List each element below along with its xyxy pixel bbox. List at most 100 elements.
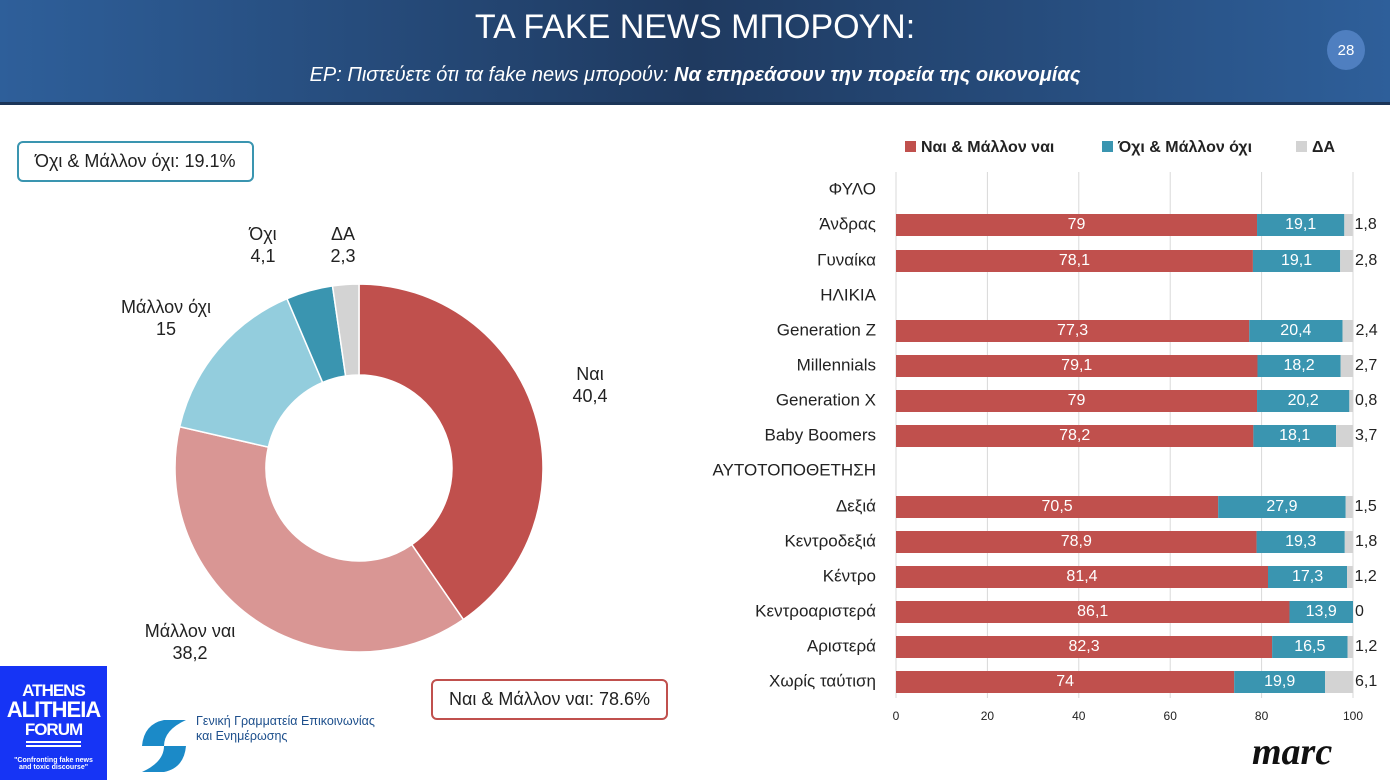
- donut-label-text: ΔΑ: [330, 224, 356, 244]
- bar-segment: [1347, 636, 1353, 658]
- bar-value-label: 18,1: [1279, 427, 1310, 444]
- bar-segment: [896, 355, 1258, 377]
- x-tick-label: 60: [1164, 709, 1178, 723]
- gov-secretariat-text: Γενική Γραμματεία Επικοινωνίας και Ενημέρ…: [196, 714, 375, 744]
- bar-value-label: 78,2: [1059, 427, 1090, 444]
- row-label: Άνδρας: [819, 214, 876, 233]
- bar-value-label: 74: [1056, 673, 1074, 690]
- bar-value-label: 78,1: [1059, 252, 1090, 269]
- bar-segment: [1257, 214, 1345, 236]
- bar-value-label: 16,5: [1294, 638, 1325, 655]
- donut-label-text: 2,3: [330, 246, 356, 266]
- gov-line2: και Ενημέρωσης: [196, 729, 288, 743]
- bar-segment: [1344, 531, 1353, 553]
- bar-segment: [896, 250, 1253, 272]
- gov-secretariat-logo-icon: [142, 720, 186, 772]
- row-label: Δεξιά: [836, 496, 876, 515]
- group-header: ΑΥΤΟΤΟΠΟΘΕΤΗΣΗ: [712, 460, 876, 479]
- bar-segment: [896, 320, 1250, 342]
- donut-label-text: Όχι: [249, 224, 277, 244]
- bar-value-label: 19,9: [1264, 673, 1295, 690]
- bar-segment: [1347, 566, 1353, 588]
- group-header: ΦΥΛΟ: [829, 179, 876, 198]
- athens-alitheia-forum-logo: ATHENS ALITHEIA FORUM "Confronting fake ne…: [0, 666, 107, 780]
- bar-segment: [1218, 496, 1346, 518]
- bar-segment: [1349, 390, 1353, 412]
- group-header: ΗΛΙΚΙΑ: [820, 285, 876, 304]
- page-number: 28: [1327, 30, 1365, 70]
- bar-segment: [1345, 496, 1353, 518]
- bar-value-label: 1,2: [1355, 638, 1377, 655]
- row-label: Αριστερά: [807, 636, 876, 655]
- bar-value-label: 81,4: [1066, 568, 1097, 585]
- donut-slice-0: [358, 283, 544, 621]
- bar-value-label: 18,2: [1284, 357, 1315, 374]
- bar-segment: [1253, 425, 1337, 447]
- x-tick-label: 20: [981, 709, 995, 723]
- no-summary-box: Όχι & Μάλλον όχι: 19.1%: [17, 141, 254, 182]
- subtitle-prefix: ΕΡ: Πιστεύετε ότι τα fake news μπορούν:: [309, 64, 675, 86]
- question-subtitle: ΕΡ: Πιστεύετε ότι τα fake news μπορούν: …: [0, 64, 1390, 87]
- bar-value-label: 77,3: [1057, 322, 1088, 339]
- x-tick-label: 40: [1072, 709, 1086, 723]
- bar-value-label: 79,1: [1061, 357, 1092, 374]
- donut-label-text: Μάλλον ναι: [144, 621, 236, 641]
- subtitle-bold: Να επηρεάσουν την πορεία της οικονομίας: [674, 64, 1081, 86]
- row-label: Κεντροδεξιά: [784, 531, 876, 550]
- legend-label: Όχι & Μάλλον όχι: [1117, 139, 1252, 156]
- bar-value-label: 0: [1355, 603, 1364, 620]
- bar-value-label: 70,5: [1042, 498, 1073, 515]
- bar-segment: [1340, 250, 1353, 272]
- bar-segment: [1342, 320, 1354, 342]
- legend-label: Ναι & Μάλλον ναι: [921, 139, 1054, 156]
- donut-label: ΔΑ 2,3: [283, 223, 403, 267]
- bar-value-label: 2,4: [1355, 322, 1377, 339]
- x-tick-label: 80: [1255, 709, 1269, 723]
- bar-value-label: 1,2: [1355, 568, 1377, 585]
- donut-label: Όχι 4,1: [203, 223, 323, 267]
- donut-label-text: Μάλλον όχι: [120, 297, 212, 317]
- legend-swatch: [1102, 141, 1113, 152]
- donut-label-text: 4,1: [250, 246, 276, 266]
- bar-value-label: 86,1: [1077, 603, 1108, 620]
- bar-segment: [896, 425, 1254, 447]
- gov-line1: Γενική Γραμματεία Επικοινωνίας: [196, 714, 375, 728]
- donut-label-text: 40,4: [572, 386, 608, 406]
- row-label: Γυναίκα: [817, 250, 876, 269]
- bar-segment: [1256, 531, 1345, 553]
- bar-segment: [1249, 320, 1343, 342]
- donut-label: Μάλλον ναι 38,2: [130, 620, 250, 664]
- legend-swatch: [905, 141, 916, 152]
- row-label: Κεντροαριστερά: [755, 601, 876, 620]
- donut-label: Ναι 40,4: [530, 363, 650, 407]
- bar-segment: [1257, 355, 1341, 377]
- row-label: Generation Z: [777, 320, 876, 339]
- row-label: Millennials: [797, 355, 876, 374]
- bar-value-label: 19,1: [1281, 252, 1312, 269]
- row-label: Κέντρο: [823, 566, 876, 585]
- bar-value-label: 1,5: [1355, 498, 1377, 515]
- donut-label-text: 15: [155, 319, 177, 339]
- row-label: Generation X: [776, 390, 876, 409]
- bar-segment: [1340, 355, 1353, 377]
- donut-label-text: 38,2: [172, 643, 208, 663]
- bar-value-label: 3,7: [1355, 427, 1377, 444]
- donut-slice-1: [174, 425, 465, 653]
- bar-value-label: 79: [1068, 392, 1086, 409]
- bar-segment: [896, 636, 1273, 658]
- bar-value-label: 79: [1068, 216, 1086, 233]
- header: ΤΑ FAKE NEWS ΜΠΟΡΟΥΝ: ΕΡ: Πιστεύετε ότι …: [0, 0, 1390, 105]
- bar-segment: [896, 214, 1258, 236]
- bar-segment: [896, 601, 1290, 623]
- bar-segment: [1267, 566, 1348, 588]
- bar-segment: [896, 531, 1257, 553]
- bar-value-label: 19,1: [1285, 216, 1316, 233]
- bar-segment: [1257, 390, 1350, 412]
- bar-segment: [1336, 425, 1353, 447]
- page-title: ΤΑ FAKE NEWS ΜΠΟΡΟΥΝ:: [474, 8, 916, 46]
- yes-summary-box: Ναι & Μάλλον ναι: 78.6%: [431, 679, 668, 720]
- donut-slice-4: [331, 283, 360, 377]
- row-label: Χωρίς ταύτιση: [769, 671, 876, 690]
- bar-value-label: 27,9: [1266, 498, 1297, 515]
